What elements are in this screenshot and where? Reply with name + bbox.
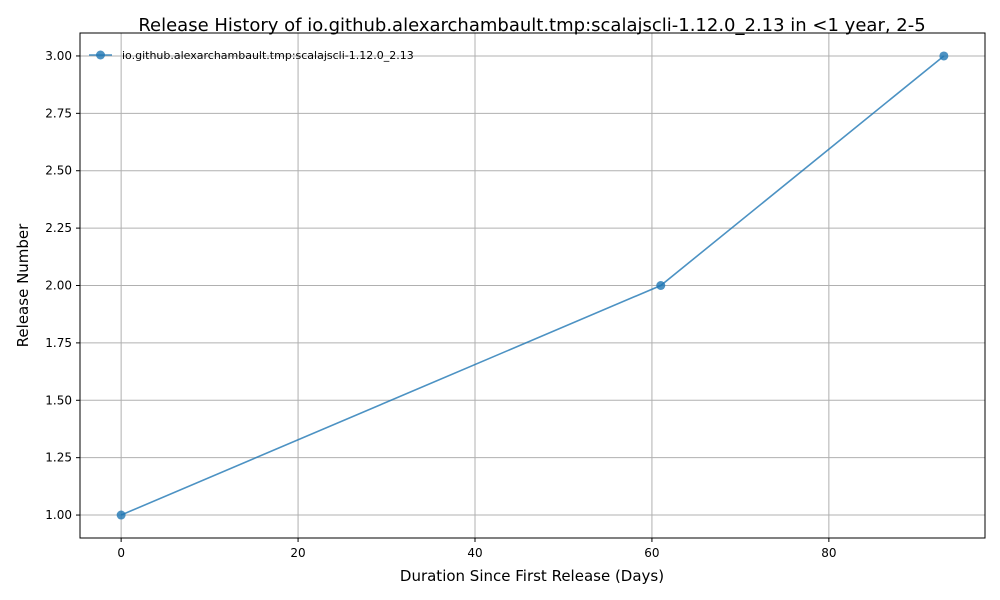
x-tick-label: 60 [644, 546, 659, 560]
x-tick-label: 20 [290, 546, 305, 560]
legend-marker [96, 50, 105, 60]
y-tick-label: 1.75 [45, 336, 72, 350]
y-tick-label: 1.00 [45, 508, 72, 522]
chart-title: Release History of io.github.alexarchamb… [138, 15, 925, 36]
y-tick-label: 2.25 [45, 221, 72, 235]
series-layer [116, 51, 949, 520]
y-axis-label: Release Number [14, 223, 32, 347]
data-point [656, 281, 666, 290]
x-axis-label: Duration Since First Release (Days) [400, 567, 664, 585]
y-tick-label: 1.25 [45, 451, 72, 465]
data-point [939, 51, 949, 61]
y-tick-label: 2.75 [45, 106, 72, 120]
legend-label: io.github.alexarchambault.tmp:scalajscli… [122, 49, 414, 62]
x-tick-label: 40 [467, 546, 482, 560]
legend: io.github.alexarchambault.tmp:scalajscli… [89, 49, 414, 62]
axis-ticks: 0 20 40 60 80 1.00 1.25 1.50 1.75 2.00 2.25 2.50 2.7… [45, 49, 836, 560]
y-tick-label: 2.00 [45, 279, 72, 293]
x-tick-label: 80 [821, 546, 836, 560]
grid [80, 33, 985, 538]
y-tick-label: 2.50 [45, 164, 72, 178]
y-tick-label: 1.50 [45, 393, 72, 407]
y-tick-label: 3.00 [45, 49, 72, 63]
data-point [116, 510, 126, 520]
x-tick-label: 0 [117, 546, 125, 560]
